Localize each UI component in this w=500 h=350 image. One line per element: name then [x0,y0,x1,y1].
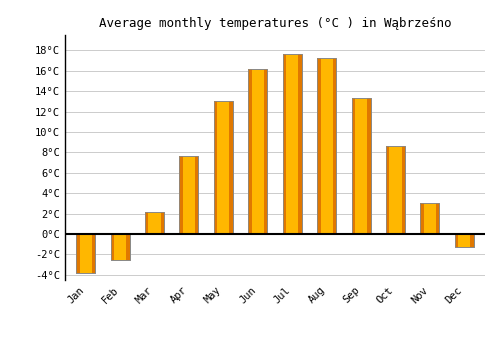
Bar [160,212,164,234]
Bar [455,234,474,247]
Bar [455,234,458,247]
Bar [367,98,370,234]
Bar [332,58,336,234]
Bar [76,234,95,273]
Bar [455,234,474,247]
Bar [264,69,268,234]
Bar [317,58,336,234]
Bar [402,146,405,234]
Bar [248,69,252,234]
Bar [352,98,370,234]
Bar [282,54,302,234]
Bar [298,54,302,234]
Bar [317,58,320,234]
Bar [195,156,198,234]
Bar [282,54,302,234]
Bar [180,156,199,234]
Bar [386,146,405,234]
Bar [126,234,130,260]
Bar [214,102,233,234]
Bar [180,156,183,234]
Bar [436,203,440,234]
Bar [92,234,95,273]
Bar [145,212,148,234]
Bar [214,102,218,234]
Bar [386,146,405,234]
Bar [76,234,95,273]
Bar [282,54,286,234]
Bar [230,102,233,234]
Bar [352,98,355,234]
Bar [248,69,268,234]
Bar [420,203,424,234]
Bar [180,156,199,234]
Title: Average monthly temperatures (°C ) in Wąbrześno: Average monthly temperatures (°C ) in Wą… [99,17,451,30]
Bar [352,98,370,234]
Bar [145,212,164,234]
Bar [76,234,80,273]
Bar [420,203,440,234]
Bar [317,58,336,234]
Bar [110,234,114,260]
Bar [386,146,390,234]
Bar [110,234,130,260]
Bar [248,69,268,234]
Bar [145,212,164,234]
Bar [470,234,474,247]
Bar [214,102,233,234]
Bar [110,234,130,260]
Bar [420,203,440,234]
